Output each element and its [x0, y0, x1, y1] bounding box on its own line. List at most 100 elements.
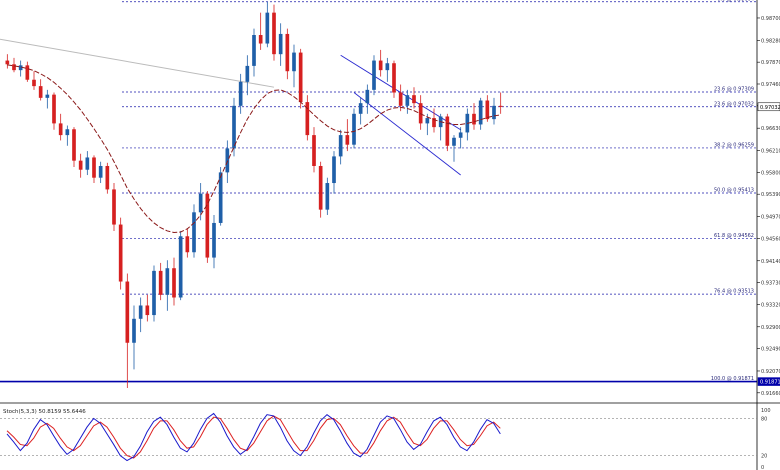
candle-body [345, 135, 350, 145]
candle [232, 97, 236, 157]
price-tick-label: 0.91660 [761, 391, 780, 397]
candle-body [285, 33, 290, 72]
candle [38, 79, 43, 101]
candle [258, 12, 263, 50]
stochastic-tick-label: 0 [761, 465, 764, 470]
stochastic-panel: Stoch(5,3,3) 50.8159 55.6446 100 80 20 0 [0, 402, 780, 470]
candle [72, 127, 76, 168]
candle [252, 28, 256, 77]
fib-level-label: 61.8 @ 0.94562 [714, 233, 754, 239]
candle [65, 125, 70, 146]
candle-body [458, 132, 463, 138]
candle [45, 89, 50, 109]
candle [132, 305, 136, 370]
candle-body [452, 137, 456, 146]
fibonacci-levels: 0.0 @ 0.99004 23.6 @ 0.97309 23.6 @ 0.9703… [0, 0, 757, 383]
candle [265, 2, 270, 48]
candle-body [272, 12, 276, 55]
candle-body [125, 281, 130, 343]
candle [25, 61, 30, 82]
candle [52, 92, 56, 130]
candle [412, 87, 416, 109]
candle-body [118, 224, 123, 282]
candle-body [172, 268, 176, 298]
price-tick-label: 0.92490 [761, 347, 780, 353]
candle-body [85, 157, 90, 170]
support-price-label: 0.91871 [760, 380, 780, 386]
candle [452, 135, 456, 162]
price-tick-label: 0.92070 [761, 369, 780, 375]
candle-body [52, 94, 56, 124]
stochastic-tick-label: 20 [761, 454, 767, 460]
candle-body [232, 105, 236, 149]
candle-body [198, 193, 203, 213]
candle-body [72, 129, 76, 161]
candle-body [18, 65, 23, 71]
candle-body [98, 165, 103, 178]
candle [105, 162, 110, 194]
candle [285, 28, 290, 80]
candle [138, 297, 143, 333]
candle-body [292, 52, 296, 72]
candle [145, 294, 150, 322]
candle [392, 60, 396, 98]
fib-level-label: 76.4 @ 0.93513 [714, 289, 754, 295]
candle [478, 97, 483, 130]
candle [358, 97, 363, 125]
fib-level-label: 0.0 @ 0.99004 [717, 0, 754, 2]
candle-body [425, 118, 430, 124]
candle-body [145, 305, 150, 316]
fib-level-label: 38.2 @ 0.96259 [714, 142, 754, 148]
candle [298, 48, 303, 109]
candle [125, 273, 130, 389]
candle [432, 108, 436, 133]
candle-body [432, 118, 436, 128]
price-tick-label: 0.92900 [761, 325, 780, 331]
candle-body [5, 60, 10, 65]
candle [112, 183, 116, 231]
candle-body [78, 160, 83, 170]
candle-body [25, 65, 30, 80]
stochastic-tick-label: 80 [761, 416, 767, 422]
price-tick-label: 0.98280 [761, 38, 780, 44]
candle [458, 127, 463, 149]
current-price-tag [757, 102, 780, 112]
candle-body [392, 63, 396, 93]
candle [352, 108, 356, 149]
candle-body [132, 318, 136, 343]
candle-body [305, 102, 310, 136]
candle-body [158, 270, 163, 295]
candle-body [58, 123, 63, 136]
candle-body [365, 89, 370, 104]
fib-level-label: 100.0 @ 0.91871 [711, 376, 754, 382]
candle-body [312, 135, 316, 166]
candle-body [218, 172, 223, 223]
candle-body [205, 193, 210, 258]
candle [398, 84, 403, 112]
candle [238, 73, 243, 114]
candlesticks [5, 2, 503, 389]
candle-body [265, 12, 270, 44]
price-tick-label: 0.97460 [761, 82, 780, 88]
candle-body [325, 183, 330, 210]
price-tick-label: 0.95390 [761, 192, 780, 198]
candle-body [385, 63, 390, 71]
candle [338, 129, 343, 165]
candle [18, 60, 23, 77]
candle-body [225, 148, 230, 173]
candle-body [378, 60, 383, 71]
candle-body [352, 113, 356, 145]
candle [85, 151, 90, 176]
candle [472, 103, 476, 130]
candle [365, 84, 370, 114]
stochastic-d-line [6, 415, 501, 459]
candle [278, 23, 283, 66]
candle-body [192, 212, 196, 253]
candle [152, 265, 156, 322]
candle [185, 228, 190, 258]
trendline [0, 38, 275, 88]
candle-body [405, 95, 410, 106]
candle [32, 71, 36, 90]
candle-body [12, 64, 16, 71]
